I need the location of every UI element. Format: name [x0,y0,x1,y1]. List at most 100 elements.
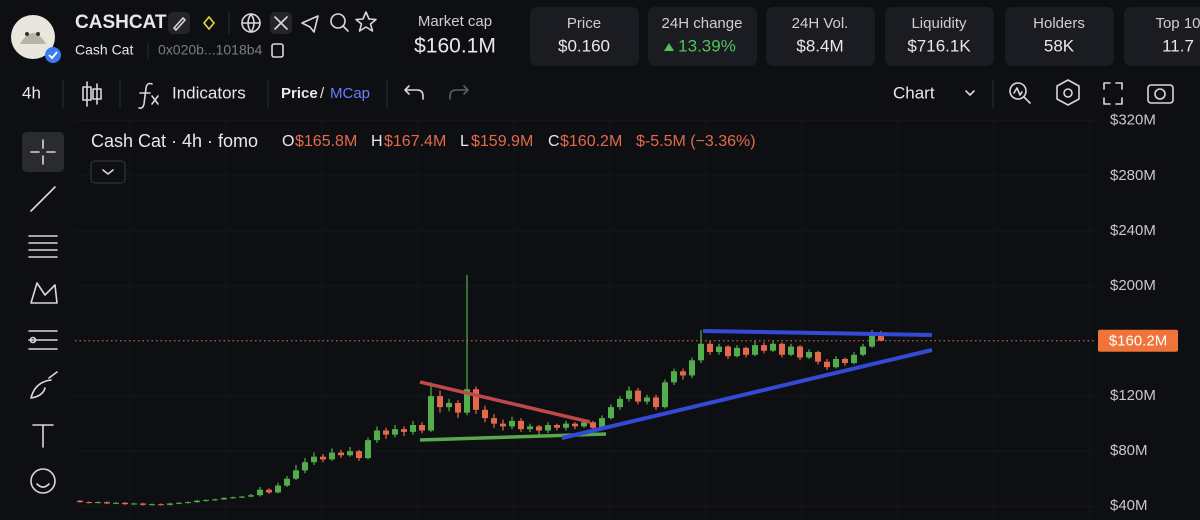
candle-body [725,346,731,357]
candle-body [824,361,830,368]
candle-body [680,371,686,376]
candle-body [302,462,308,471]
candle-body [86,502,92,504]
candle-body [581,422,587,427]
trend-line-red[interactable] [419,380,591,424]
stat-card [1124,7,1200,66]
redo-icon[interactable] [449,85,469,100]
candle-body [401,429,407,432]
candle-body [743,347,749,355]
icon-rect [92,88,102,100]
candle-body [590,422,596,428]
drawing-tools [22,132,64,494]
mcap-toggle[interactable]: MCap [330,85,370,102]
diamond-icon[interactable] [202,15,216,31]
y-tick-label: $320M [1110,112,1156,129]
candle-body [554,425,560,428]
candle-body [428,396,434,431]
stat-card [1005,7,1114,66]
candle-body [752,345,758,355]
candle-body [599,418,605,428]
projection-tool[interactable] [28,330,58,350]
fullscreen-icon[interactable] [1103,82,1123,105]
stat-value: $716.1K [907,36,971,55]
zoom-icon[interactable] [1009,82,1027,100]
candle-body [149,504,155,506]
candle-body [851,354,857,364]
verified-check [48,51,58,60]
candle-body [383,430,389,435]
fib-tool[interactable] [28,235,58,258]
candle-body [536,426,542,431]
chart-menu[interactable]: Chart [893,83,935,102]
candle-body [545,425,551,431]
token-name: Cash Cat [75,42,133,58]
token-address[interactable]: 0x020b...1018b4 [158,42,263,58]
candle-body [761,345,767,351]
trend-drawings [419,329,933,442]
current-price-label: $160.2M [1109,333,1167,350]
pattern-tool[interactable] [30,282,58,304]
toggle-separator: / [320,85,325,102]
candle-body [212,499,218,501]
x-icon [274,16,288,30]
screenshot-lens [1154,88,1166,100]
projection-dot [29,336,37,344]
candle-body [626,390,632,399]
text-tool[interactable] [32,424,54,448]
candle-body [563,423,569,428]
trend-line-blue-upper[interactable] [702,329,933,337]
candle-body [662,382,668,408]
undo-icon[interactable] [404,85,424,100]
screenshot-icon[interactable] [1147,84,1174,104]
candle-body [140,503,146,505]
candle-body [122,502,128,505]
candle-body [464,389,470,413]
favorite-icon[interactable] [355,11,377,32]
chevron-icon[interactable] [965,90,975,96]
trend-up-icon [664,43,674,51]
search-icon[interactable] [330,13,346,29]
emoji-tool[interactable] [30,468,56,494]
candle-body [617,398,623,408]
legend-key: O [282,133,294,150]
candle-body [482,409,488,419]
settings-icon[interactable] [1056,79,1080,106]
candle-body [131,503,137,505]
legend-items: O $165.8M H $167.4M L $159.9M C $160.2M [282,133,622,150]
trend-line-blue-lower[interactable] [561,348,933,440]
interval[interactable]: 4h [22,83,41,102]
legend-title: Cash Cat · 4h · fomo [91,131,258,151]
legend-change: $-5.5M (−3.36%) [636,133,756,150]
fx-icon[interactable] [138,82,159,109]
telegram-icon[interactable] [301,15,319,33]
stat-label: Top 10 [1155,15,1200,32]
legend-toggle[interactable] [90,160,126,184]
candle-body [716,346,722,353]
candle-body [842,358,848,364]
stat-value: 13.39% [678,36,736,55]
candle-body [698,343,704,361]
candle-type-icon[interactable] [82,81,102,107]
copy-icon[interactable] [271,43,284,58]
candle-body [347,451,353,456]
line-tool[interactable] [30,186,56,212]
candle-body [500,423,506,427]
stats-row: Price $0.160 24H change 13.39% 24H Vol. $8.4M… [530,7,1200,66]
price-toggle[interactable]: Price [281,85,318,102]
candle-body [473,389,479,410]
crosshair-tool[interactable] [30,139,56,165]
candle-body [221,497,227,500]
candle-body [788,346,794,355]
verified-badge [45,47,61,63]
candle-body [104,502,110,504]
stat-card [530,7,639,66]
brush-tool[interactable] [30,371,58,399]
candle-body [815,352,821,362]
stat-label: 24H Vol. [792,15,849,32]
indicators-button[interactable]: Indicators [172,83,246,102]
stat-card [648,7,757,66]
